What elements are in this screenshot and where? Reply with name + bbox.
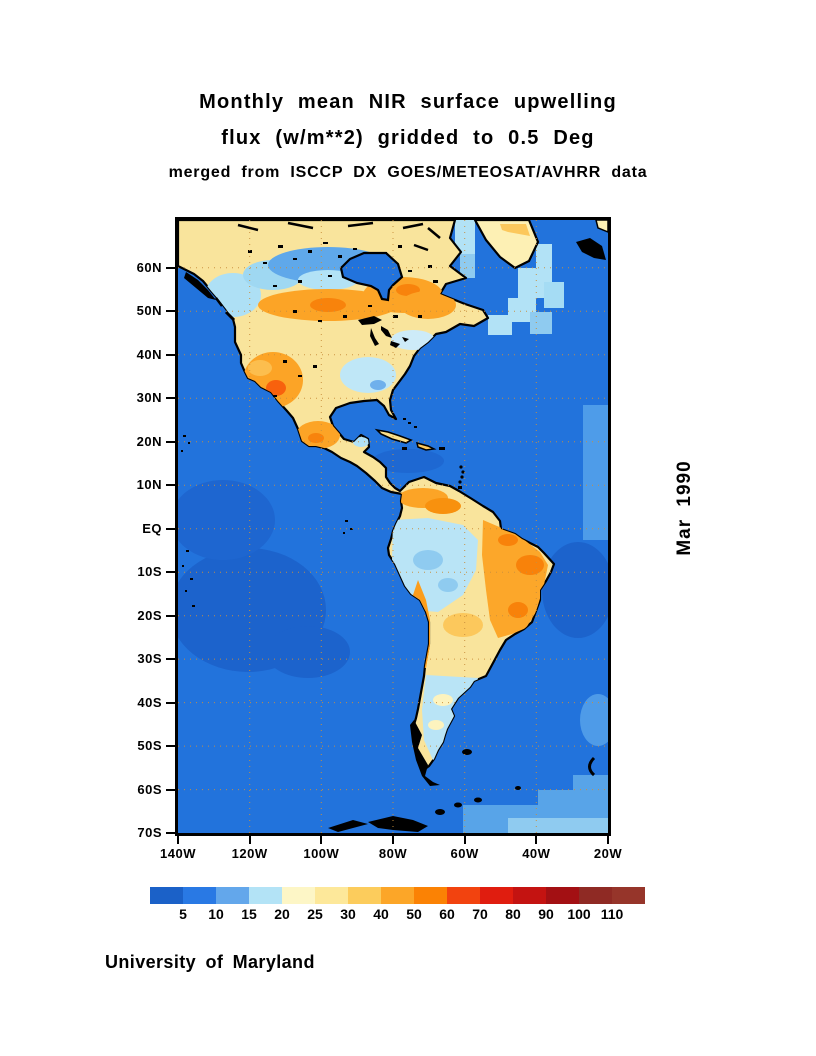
colorbar-tick-label: 30 [340,906,356,922]
colorbar-tick-label: 90 [538,906,554,922]
lat-tick-label: 60S [137,781,162,797]
lat-tick-label: 10N [136,477,162,493]
colorbar-segment [414,887,447,904]
lon-tick-mark [248,836,251,844]
lat-tick-mark [166,832,175,835]
lon-tick-label: 120W [231,846,268,861]
lat-tick-mark [166,484,175,487]
colorbar-tick-label: 70 [472,906,488,922]
lon-tick-mark [607,836,609,844]
colorbar-tick-label: 25 [307,906,323,922]
lat-tick-label: 60N [136,260,162,275]
colorbar-tick-label: 60 [439,906,455,922]
lon-tick-label: 40W [522,846,551,861]
lat-tick-label: 50S [137,738,162,754]
lat-tick-mark [166,745,175,748]
colorbar-tick-label: 50 [406,906,422,922]
lat-tick-mark [166,310,175,313]
coastal-features [184,221,441,322]
antarctic-features [328,749,596,832]
lat-tick-mark [166,267,175,269]
colorbar-tick-label: 15 [241,906,257,922]
colorbar-segment [480,887,513,904]
colorbar-segment [348,887,381,904]
lon-tick-mark [535,836,538,844]
graticule [178,220,608,833]
lat-tick-mark [166,614,175,617]
lat-tick-mark [166,397,175,400]
lat-tick-label: 40S [137,694,162,710]
colorbar-tick-label: 80 [505,906,521,922]
lat-tick-label: 40N [136,346,162,362]
lat-tick-mark [166,701,175,704]
map-canvas [175,217,611,836]
lat-tick-label: EQ [142,520,162,536]
lat-tick-label: 20S [137,607,162,623]
plot-title: Monthly mean NIR surface upwelling flux … [0,84,816,190]
lon-tick-mark [320,836,323,844]
title-line-1: Monthly mean NIR surface upwelling [199,91,617,113]
colorbar-tick-label: 40 [373,906,389,922]
lat-tick-label: 70S [137,825,162,841]
lat-tick-label: 30N [136,390,162,406]
lat-tick-label: 10S [137,564,162,580]
colorbar-segment [447,887,480,904]
lat-tick-mark [166,353,175,356]
lon-tick-mark [177,836,179,844]
lat-tick-mark [166,571,175,574]
lat-tick-label: 50N [136,303,162,319]
lon-tick-label: 100W [303,846,340,861]
colorbar-tick-label: 5 [179,906,187,922]
caribbean-islands [374,418,465,489]
colorbar-segment [612,887,645,904]
greenland [473,220,540,270]
credit-text: University of Maryland [105,952,315,972]
colorbar-tick-label: 110 [600,906,624,922]
colorbar-tick-label: 100 [567,906,591,922]
lon-tick-label: 140W [160,846,196,861]
colorbar-segment [216,887,249,904]
hudson-bay [339,251,404,302]
colorbar-segment [315,887,348,904]
colorbar-segment [546,887,579,904]
lon-tick-label: 60W [450,846,479,861]
iceland-corner [576,220,608,260]
lon-tick-label: 20W [593,846,623,861]
lat-tick-mark [166,440,175,443]
colorbar-tick-label: 10 [208,906,224,922]
lat-tick-mark [166,658,175,661]
lat-tick-mark [166,788,175,791]
colorbar-segment [249,887,282,904]
lat-tick-mark [166,527,175,530]
land-flux-patches [205,247,548,760]
lon-tick-label: 80W [378,846,408,861]
colorbar-segment [183,887,216,904]
flux-map [178,220,608,833]
lat-tick-label: 20N [136,433,162,449]
title-line-2: flux (w/m**2) gridded to 0.5 Deg [221,127,595,149]
colorbar-segment [381,887,414,904]
colorbar-segment [513,887,546,904]
pacific-islands [181,435,353,607]
lon-tick-mark [463,836,466,844]
lat-tick-label: 30S [137,651,162,667]
colorbar-tick-label: 20 [274,906,290,922]
colorbar-segment [150,887,183,904]
colorbar-segment [579,887,612,904]
lon-tick-mark [392,836,394,844]
colorbar-segment [282,887,315,904]
title-line-3: merged from ISCCP DX GOES/METEOSAT/AVHRR… [168,164,648,181]
patagonia-andes [410,720,440,786]
date-label: Mar 1990 [674,460,695,556]
